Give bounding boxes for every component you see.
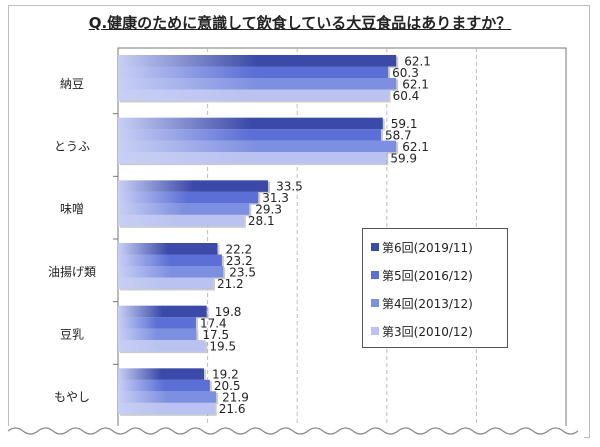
category-label: 油揚げ類: [48, 265, 96, 279]
data-label: 60.4: [393, 89, 420, 103]
bar: [118, 117, 383, 130]
bar: [118, 402, 215, 415]
legend: 第6回(2019/11) 第5回(2016/12) 第4回(2013/12) 第3回(…: [362, 228, 508, 348]
data-label: 62.1: [402, 77, 429, 91]
legend-label: 第6回(2019/11): [382, 240, 473, 255]
bar: [118, 89, 389, 101]
bar: [118, 203, 250, 215]
axis-break-wave: [7, 427, 579, 435]
data-label: 19.8: [215, 305, 242, 319]
category-label: 豆乳: [60, 328, 84, 342]
bar: [118, 317, 196, 329]
legend-swatch: [371, 327, 379, 335]
data-label: 17.5: [202, 328, 229, 342]
bar: [118, 191, 259, 204]
bar: [118, 368, 205, 380]
data-label: 21.9: [222, 391, 249, 405]
data-label: 62.1: [402, 140, 429, 154]
legend-swatch: [371, 271, 379, 279]
bar: [118, 328, 197, 341]
category-label: 納豆: [60, 77, 84, 91]
data-label: 59.9: [390, 151, 417, 165]
bar: [118, 55, 397, 67]
bar: [118, 66, 389, 78]
legend-swatch: [371, 299, 379, 307]
legend-label: 第3回(2010/12): [382, 324, 473, 339]
category-label: とうふ: [54, 140, 90, 154]
data-label: 19.2: [212, 368, 239, 382]
bar: [118, 129, 381, 141]
bar: [118, 266, 224, 278]
legend-item: 第3回(2010/12): [371, 317, 499, 345]
bar: [118, 214, 244, 227]
data-label: 58.7: [385, 128, 412, 142]
bar: [118, 254, 222, 266]
category-label: 味噌: [60, 202, 84, 216]
bar: [118, 152, 387, 164]
chart-title: Q.健康のために意識して飲食している大豆食品はありますか？: [88, 14, 512, 32]
data-label: 22.2: [225, 242, 252, 256]
legend-item: 第5回(2016/12): [371, 261, 499, 289]
data-label: 31.3: [262, 191, 289, 205]
legend-item: 第6回(2019/11): [371, 233, 499, 261]
legend-item: 第4回(2013/12): [371, 289, 499, 317]
category-label: もやし: [54, 390, 90, 404]
bar: [118, 243, 218, 255]
bar: [118, 340, 206, 352]
data-label: 29.3: [255, 203, 282, 217]
data-label: 21.6: [219, 402, 246, 416]
legend-swatch: [371, 243, 379, 251]
data-label: 19.5: [209, 339, 236, 353]
bar: [118, 391, 217, 403]
legend-label: 第5回(2016/12): [382, 268, 473, 283]
bar: [118, 140, 397, 153]
data-label: 33.5: [276, 180, 303, 194]
legend-label: 第4回(2013/12): [382, 296, 473, 311]
bar: [118, 78, 397, 90]
bar: [118, 305, 207, 318]
data-label: 62.1: [404, 54, 431, 68]
data-label: 28.1: [248, 214, 275, 228]
bar: [118, 180, 269, 192]
data-label: 23.5: [229, 265, 256, 279]
data-label: 20.5: [214, 379, 241, 393]
data-label: 60.3: [392, 66, 419, 80]
bar: [118, 277, 213, 289]
data-label: 59.1: [391, 117, 418, 131]
data-label: 21.2: [217, 277, 244, 291]
data-label: 17.4: [200, 316, 227, 330]
bar: [118, 379, 210, 392]
data-label: 23.2: [226, 254, 253, 268]
